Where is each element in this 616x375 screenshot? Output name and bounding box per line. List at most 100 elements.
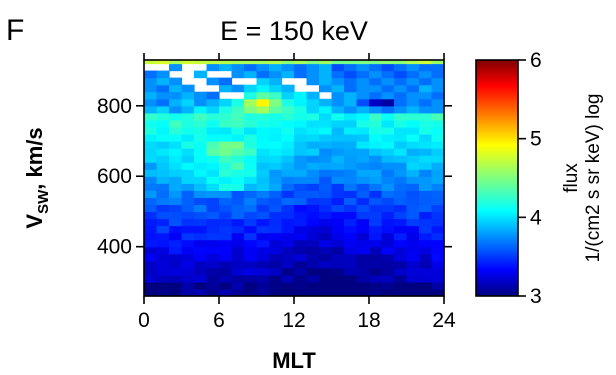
heatmap-cell (206, 260, 220, 269)
heatmap-cell (156, 60, 170, 65)
heatmap-cell (294, 60, 308, 65)
heatmap-cell (281, 239, 295, 248)
heatmap-cell (181, 190, 195, 198)
heatmap-cell (356, 63, 370, 72)
heatmap-cell (206, 60, 220, 65)
heatmap-cell (419, 225, 433, 234)
heatmap-cell (294, 183, 308, 191)
heatmap-cell (144, 84, 158, 93)
heatmap-cell (406, 267, 420, 276)
heatmap-cell (219, 190, 233, 198)
heatmap-cell (169, 105, 183, 114)
heatmap-cell (356, 267, 370, 276)
heatmap-cell (431, 183, 445, 191)
heatmap-cell (306, 183, 320, 191)
heatmap-cell (206, 274, 220, 283)
heatmap-cell (169, 253, 183, 262)
heatmap-cell (219, 197, 233, 206)
heatmap-cell (269, 274, 283, 283)
heatmap-cell (369, 211, 383, 220)
heatmap-cell (269, 232, 283, 241)
x-tick-label: 6 (213, 309, 225, 332)
heatmap-cell (206, 253, 220, 262)
heatmap-cell (181, 119, 195, 128)
heatmap-cell (331, 155, 345, 163)
heatmap-cell (294, 91, 308, 100)
heatmap-cell (381, 274, 395, 283)
heatmap-cell (231, 176, 245, 184)
heatmap-cell (169, 218, 183, 227)
heatmap-cell (256, 260, 270, 269)
heatmap-cell (256, 288, 270, 297)
heatmap-cell (431, 246, 445, 255)
heatmap-cell (406, 133, 420, 142)
heatmap-cell (356, 77, 370, 86)
heatmap-cell (431, 112, 445, 121)
heatmap-cell (244, 126, 258, 135)
heatmap-cell (331, 98, 345, 107)
heatmap-cell (156, 274, 170, 283)
heatmap-cell (281, 70, 295, 79)
heatmap-cell (381, 84, 395, 93)
heatmap-cell (319, 218, 333, 227)
heatmap-cell (294, 204, 308, 213)
heatmap-cell (269, 148, 283, 156)
heatmap-cell (431, 260, 445, 269)
heatmap-cell (194, 133, 208, 142)
heatmap-cell (219, 176, 233, 184)
heatmap-cell (269, 133, 283, 142)
heatmap-cell (431, 267, 445, 276)
heatmap-cell (144, 239, 158, 248)
heatmap-cell (144, 281, 158, 290)
heatmap-cell (281, 98, 295, 107)
heatmap-cell (194, 218, 208, 227)
heatmap-cell (294, 169, 308, 177)
heatmap-cell (369, 91, 383, 100)
heatmap-cell (331, 211, 345, 220)
heatmap-cell (269, 70, 283, 79)
heatmap-cell (269, 288, 283, 297)
heatmap-cell (344, 246, 358, 255)
heatmap-cell (194, 119, 208, 128)
heatmap-cell (381, 91, 395, 100)
heatmap-cell (356, 239, 370, 248)
heatmap-cell (256, 232, 270, 241)
heatmap-cell (269, 197, 283, 206)
heatmap-cell (244, 148, 258, 156)
heatmap-cell (369, 274, 383, 283)
heatmap-cell (281, 211, 295, 220)
heatmap-cell (406, 274, 420, 283)
heatmap-cell (331, 232, 345, 241)
y-axis-label-suffix: , km/s (22, 127, 47, 189)
heatmap-cell (394, 70, 408, 79)
heatmap-cell (356, 176, 370, 184)
heatmap-cell (244, 141, 258, 149)
heatmap-cell (369, 204, 383, 213)
heatmap-cell (369, 162, 383, 170)
heatmap-cell (431, 274, 445, 283)
heatmap-cell (369, 84, 383, 93)
heatmap-cell (381, 70, 395, 79)
heatmap-cell (169, 183, 183, 191)
heatmap-cell (156, 183, 170, 191)
heatmap-cell (331, 60, 345, 65)
heatmap-cell (381, 155, 395, 163)
heatmap-cell (294, 141, 308, 149)
heatmap-cell (431, 119, 445, 128)
heatmap-cell (169, 148, 183, 156)
heatmap-cell (381, 105, 395, 114)
heatmap-cell (156, 162, 170, 170)
heatmap-cell (269, 112, 283, 121)
heatmap-cell (231, 253, 245, 262)
heatmap-cell (231, 211, 245, 220)
heatmap-cell (406, 253, 420, 262)
heatmap-cell (306, 204, 320, 213)
heatmap-cell (419, 253, 433, 262)
heatmap-cell (419, 239, 433, 248)
heatmap-cell (419, 112, 433, 121)
heatmap-cell (194, 91, 208, 100)
heatmap-cell (231, 232, 245, 241)
heatmap-cell (344, 211, 358, 220)
heatmap-cell (269, 225, 283, 234)
heatmap-cell (381, 112, 395, 121)
